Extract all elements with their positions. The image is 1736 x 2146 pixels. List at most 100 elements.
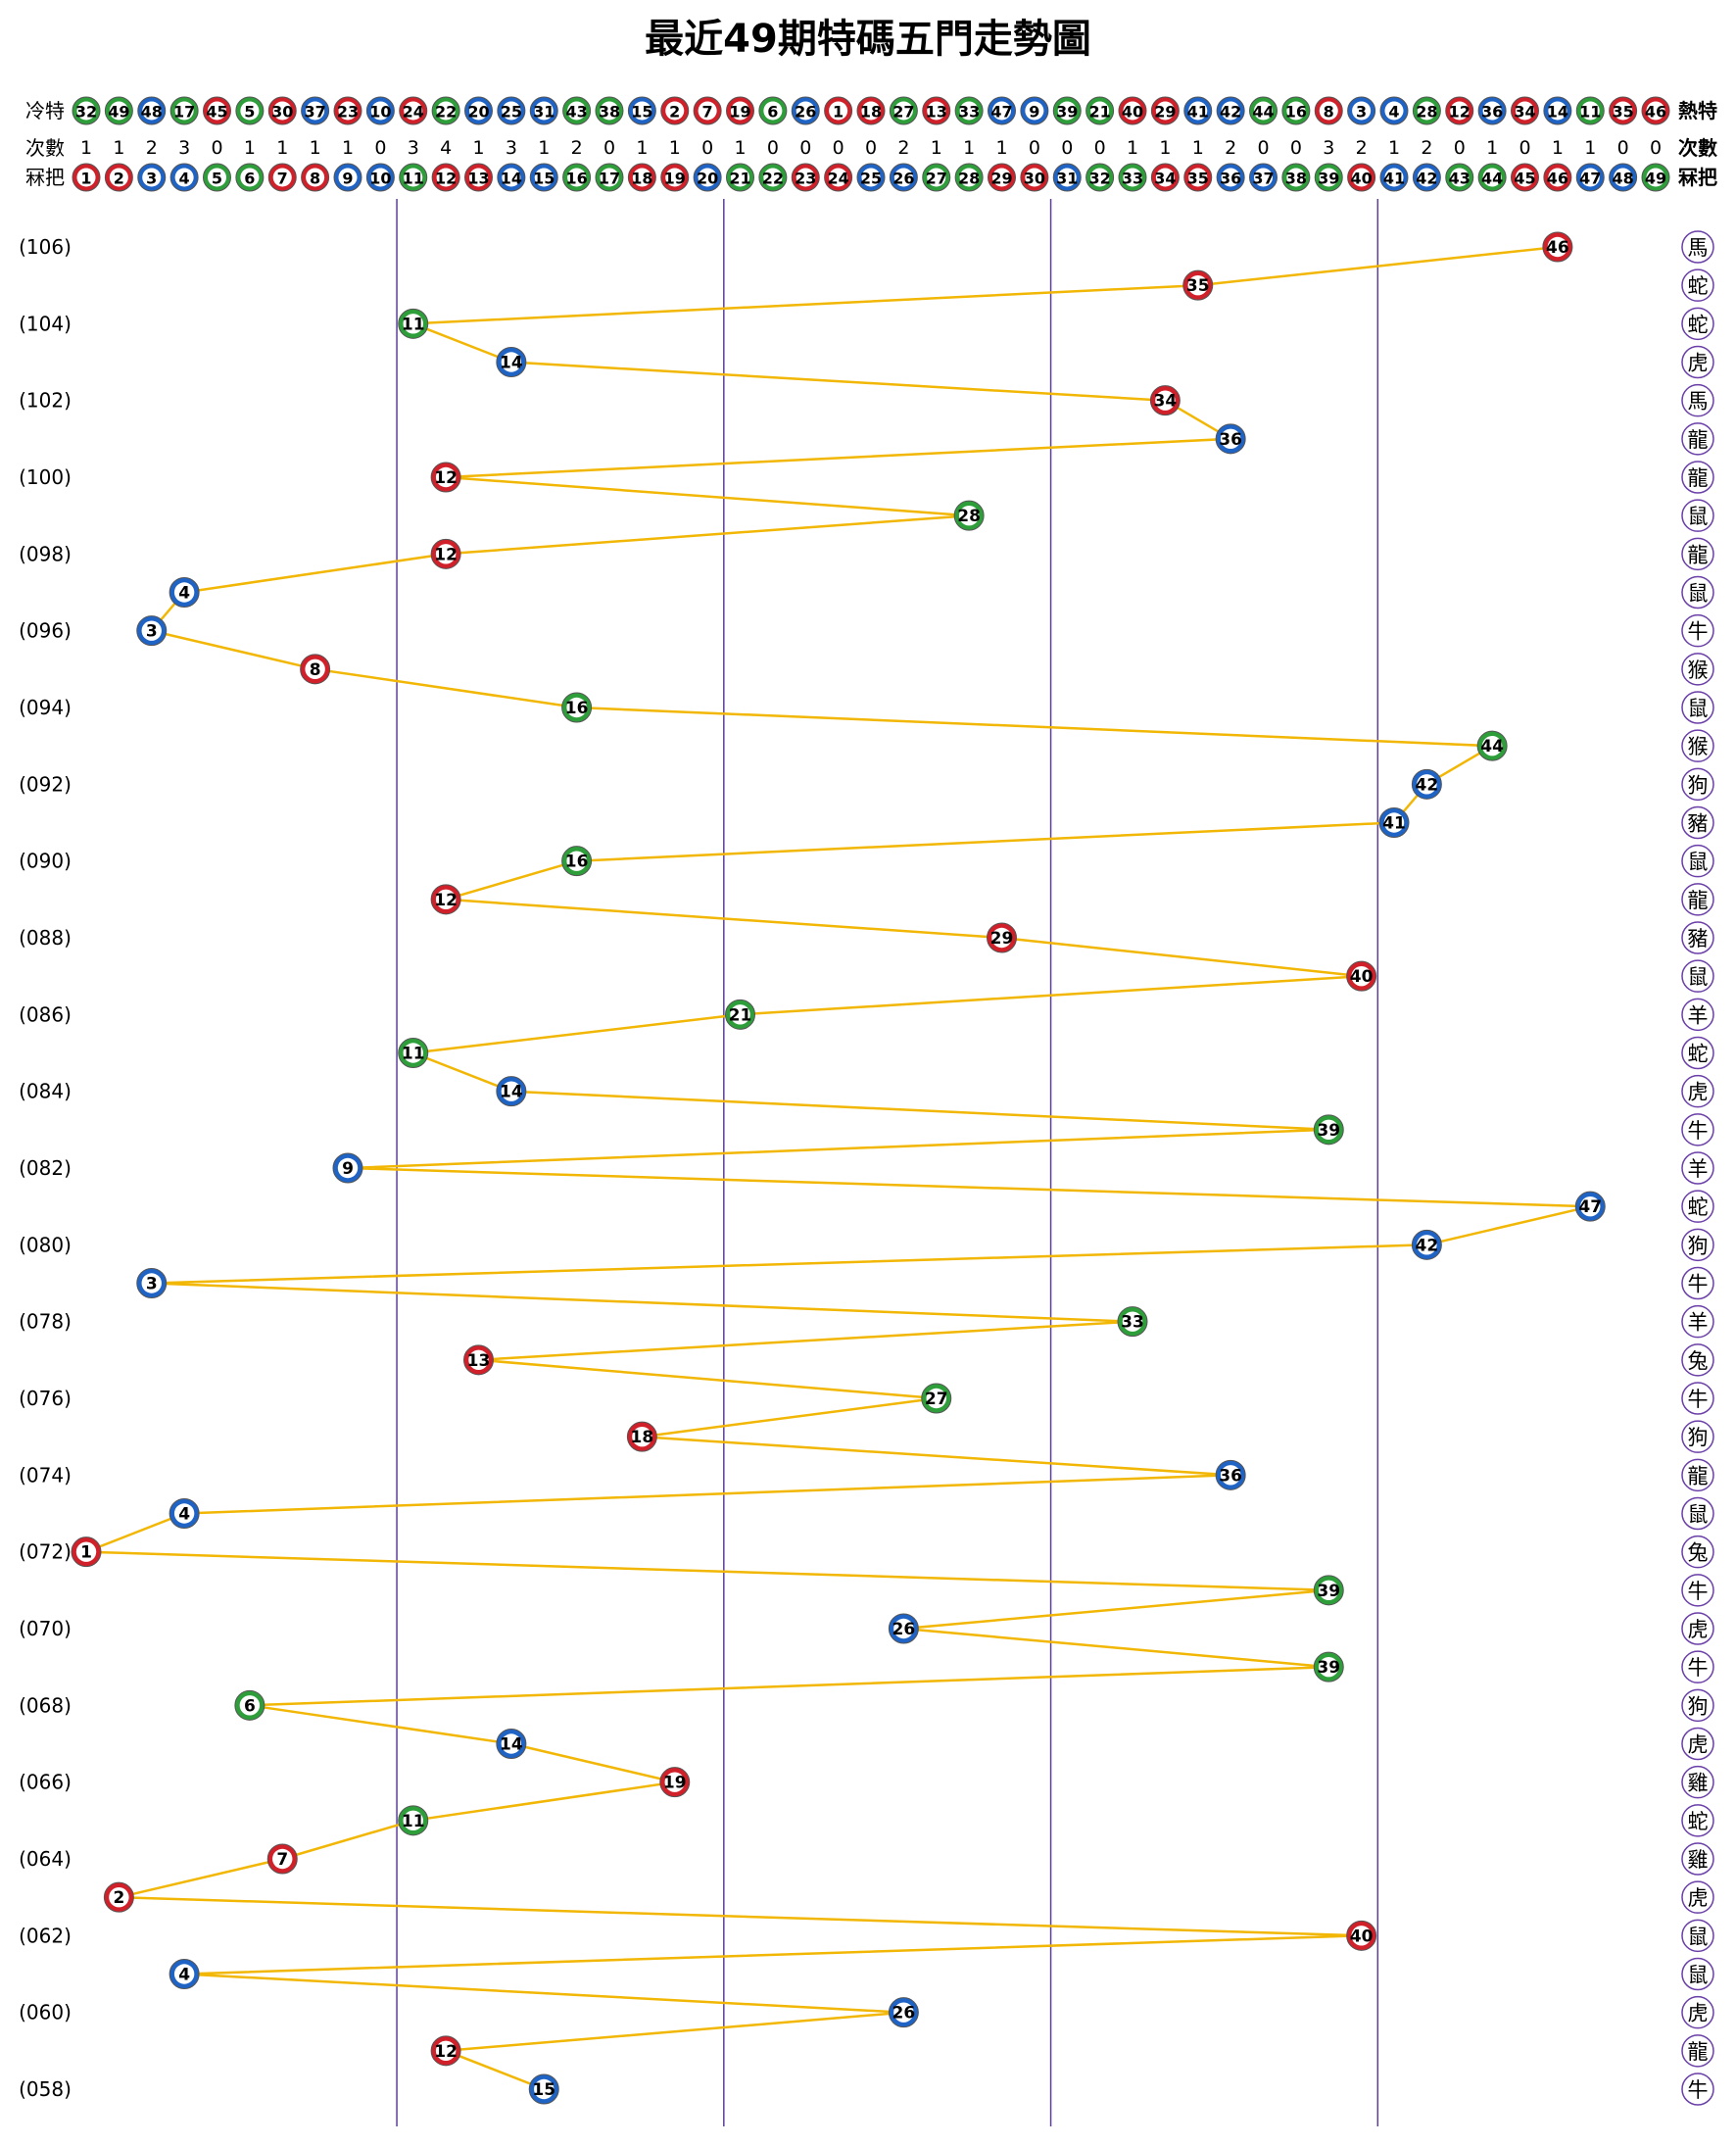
- zodiac-circle: [1681, 1919, 1714, 1953]
- row-label: 冧把: [1678, 166, 1717, 189]
- zodiac-circle: [1681, 383, 1714, 417]
- row-label: 冧把: [25, 166, 65, 189]
- ball-number: 36: [1219, 430, 1242, 450]
- ball-number: 5: [212, 170, 222, 188]
- count: 1: [931, 137, 942, 159]
- ball-center: [370, 101, 390, 121]
- ball-number: 47: [1578, 1197, 1602, 1217]
- ball-number: 3: [146, 622, 158, 642]
- ball-center: [207, 101, 227, 121]
- ball-center: [403, 1043, 423, 1063]
- ball-number: 35: [1612, 103, 1633, 122]
- count: 0: [1650, 137, 1662, 159]
- ball-center: [1352, 101, 1372, 121]
- ball-number: 29: [990, 929, 1014, 949]
- ball-center: [403, 314, 423, 334]
- zodiac-circle: [1681, 2073, 1714, 2106]
- ball-center: [1286, 168, 1306, 187]
- period-label: (072): [19, 1540, 72, 1564]
- ball-number: 41: [1383, 170, 1405, 188]
- zodiac: 鼠: [1688, 1503, 1709, 1527]
- ball-number: 31: [1056, 170, 1078, 188]
- ball-number: 41: [1187, 103, 1209, 122]
- count: 0: [1061, 137, 1073, 159]
- zodiac-circle: [1681, 1842, 1714, 1876]
- zodiac-circle: [1681, 844, 1714, 878]
- ball-center: [1383, 812, 1405, 833]
- period-label: (096): [19, 619, 72, 643]
- ball-center: [730, 1004, 750, 1025]
- zodiac-circle: [1681, 422, 1714, 456]
- ball-number: 34: [1154, 392, 1178, 412]
- zodiac-circle: [1681, 307, 1714, 341]
- ball-number: 13: [467, 170, 489, 188]
- ball-center: [1450, 168, 1470, 187]
- ball-number: 34: [1154, 170, 1176, 188]
- ball-number: 27: [892, 103, 914, 122]
- ball-center: [1187, 274, 1208, 296]
- ball-center: [502, 101, 521, 121]
- zodiac: 豬: [1688, 812, 1709, 836]
- ball-center: [1351, 965, 1372, 987]
- ball-center: [1515, 168, 1535, 187]
- count: 1: [1159, 137, 1171, 159]
- ball-number: 16: [565, 699, 589, 718]
- ball-center: [632, 168, 651, 187]
- ball-center: [468, 1349, 489, 1371]
- ball-number: 28: [958, 170, 980, 188]
- ball-center: [829, 168, 848, 187]
- count: 3: [178, 137, 190, 159]
- ball-number: 16: [565, 853, 589, 872]
- ball-center: [1614, 168, 1633, 187]
- ball-center: [1122, 1311, 1143, 1332]
- ball-center: [632, 101, 651, 121]
- ball-number: 22: [762, 170, 784, 188]
- zodiac: 虎: [1688, 1618, 1709, 1641]
- period-label: (080): [19, 1233, 72, 1256]
- zodiac-circle: [1681, 1574, 1714, 1607]
- count: 1: [113, 137, 124, 159]
- ball-center: [1614, 101, 1633, 121]
- ball-number: 29: [990, 170, 1012, 188]
- count: 0: [374, 137, 386, 159]
- count: 0: [865, 137, 877, 159]
- ball-center: [1548, 168, 1567, 187]
- ball-number: 44: [1252, 103, 1274, 122]
- ball-center: [1025, 168, 1044, 187]
- ball-number: 32: [1088, 170, 1110, 188]
- zodiac-circle: [1681, 1995, 1714, 2029]
- ball-number: 14: [500, 354, 523, 373]
- ball-center: [1220, 1465, 1241, 1486]
- ball-center: [567, 101, 587, 121]
- ball-number: 35: [1186, 276, 1210, 296]
- count: 2: [146, 137, 158, 159]
- ball-number: 32: [75, 103, 97, 122]
- ball-center: [730, 101, 750, 121]
- ball-center: [796, 101, 815, 121]
- ball-number: 13: [926, 103, 947, 122]
- ball-center: [1090, 168, 1110, 187]
- ball-center: [1090, 101, 1110, 121]
- zodiac: 狗: [1688, 1234, 1709, 1257]
- ball-number: 7: [702, 103, 713, 122]
- ball-center: [566, 697, 587, 718]
- count: 0: [211, 137, 222, 159]
- zodiac: 馬: [1688, 390, 1709, 414]
- ball-number: 49: [108, 103, 129, 122]
- zodiac: 龍: [1688, 428, 1709, 452]
- ball-number: 15: [533, 170, 555, 188]
- ball-number: 15: [532, 2080, 555, 2100]
- period-label: (092): [19, 772, 72, 796]
- ball-number: 41: [1382, 814, 1406, 834]
- count: 1: [342, 137, 354, 159]
- count: 2: [571, 137, 583, 159]
- ball-center: [991, 927, 1012, 949]
- count: 2: [897, 137, 909, 159]
- zodiac: 鼠: [1688, 965, 1709, 989]
- count: 1: [636, 137, 648, 159]
- ball-center: [796, 168, 815, 187]
- ball-center: [272, 168, 292, 187]
- ball-number: 12: [1449, 103, 1471, 122]
- ball-center: [893, 1618, 914, 1639]
- ball-center: [927, 168, 946, 187]
